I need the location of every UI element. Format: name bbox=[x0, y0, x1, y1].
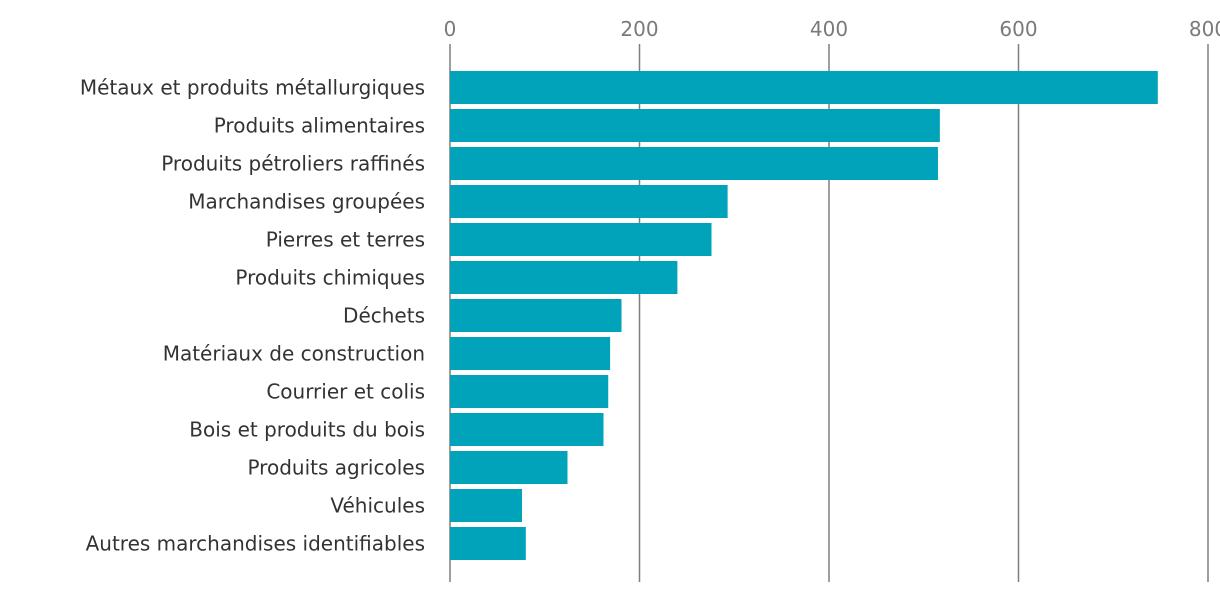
category-labels: Métaux et produits métallurgiques Produit… bbox=[80, 76, 425, 556]
category-label-9: Courrier et colis bbox=[266, 380, 425, 404]
category-label-10: Bois et produits du bois bbox=[189, 418, 425, 442]
x-tick-label-0: 0 bbox=[444, 17, 457, 41]
category-label-11: Produits agricoles bbox=[247, 456, 425, 480]
bar-2 bbox=[450, 109, 940, 142]
category-label-3: Produits pétroliers raffinés bbox=[161, 152, 425, 176]
x-tick-label-400: 400 bbox=[810, 17, 848, 41]
bar-8 bbox=[450, 337, 611, 370]
category-label-2: Produits alimentaires bbox=[214, 114, 425, 138]
category-label-5: Pierres et terres bbox=[266, 228, 425, 252]
category-label-13: Autres marchandises identifiables bbox=[86, 532, 425, 556]
category-label-7: Déchets bbox=[343, 304, 425, 328]
bar-9 bbox=[450, 375, 609, 408]
bar-4 bbox=[450, 185, 728, 218]
bar-6 bbox=[450, 261, 678, 294]
bar-1 bbox=[450, 71, 1158, 104]
bar-12 bbox=[450, 489, 523, 522]
category-label-1: Métaux et produits métallurgiques bbox=[80, 76, 425, 100]
category-label-12: Véhicules bbox=[330, 494, 425, 518]
category-label-4: Marchandises groupées bbox=[188, 190, 425, 214]
category-label-6: Produits chimiques bbox=[235, 266, 425, 290]
bar-13 bbox=[450, 527, 526, 560]
x-axis-ticks: 0 200 400 600 800 bbox=[444, 17, 1220, 41]
category-label-8: Matériaux de construction bbox=[163, 342, 425, 366]
x-tick-label-800: 800 bbox=[1189, 17, 1220, 41]
bar-3 bbox=[450, 147, 938, 180]
x-tick-label-200: 200 bbox=[620, 17, 658, 41]
bar-7 bbox=[450, 299, 622, 332]
bar-11 bbox=[450, 451, 568, 484]
bar-10 bbox=[450, 413, 604, 446]
bar-5 bbox=[450, 223, 712, 256]
bars bbox=[450, 71, 1158, 560]
x-tick-label-600: 600 bbox=[999, 17, 1037, 41]
